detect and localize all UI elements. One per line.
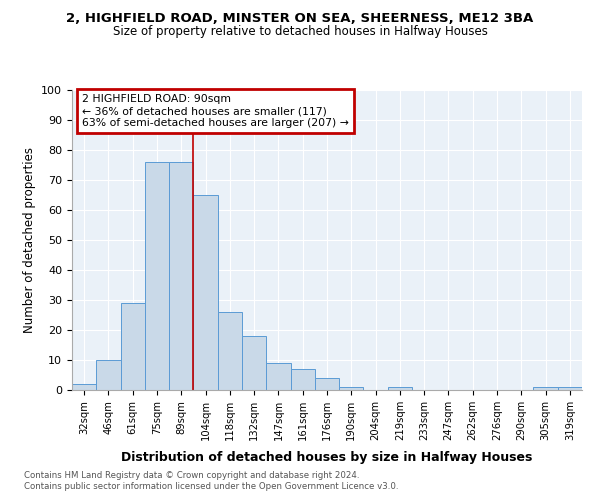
Text: Contains public sector information licensed under the Open Government Licence v3: Contains public sector information licen…: [24, 482, 398, 491]
Bar: [533, 387, 558, 390]
Bar: [121, 303, 145, 390]
Text: Distribution of detached houses by size in Halfway Houses: Distribution of detached houses by size …: [121, 451, 533, 464]
Y-axis label: Number of detached properties: Number of detached properties: [23, 147, 36, 333]
Bar: [96, 360, 121, 390]
Bar: [388, 387, 412, 390]
Text: 2 HIGHFIELD ROAD: 90sqm
← 36% of detached houses are smaller (117)
63% of semi-d: 2 HIGHFIELD ROAD: 90sqm ← 36% of detache…: [82, 94, 349, 128]
Bar: [290, 369, 315, 390]
Text: Size of property relative to detached houses in Halfway Houses: Size of property relative to detached ho…: [113, 25, 487, 38]
Bar: [242, 336, 266, 390]
Bar: [315, 378, 339, 390]
Bar: [339, 387, 364, 390]
Bar: [218, 312, 242, 390]
Bar: [145, 162, 169, 390]
Bar: [193, 195, 218, 390]
Bar: [266, 363, 290, 390]
Text: Contains HM Land Registry data © Crown copyright and database right 2024.: Contains HM Land Registry data © Crown c…: [24, 471, 359, 480]
Text: 2, HIGHFIELD ROAD, MINSTER ON SEA, SHEERNESS, ME12 3BA: 2, HIGHFIELD ROAD, MINSTER ON SEA, SHEER…: [67, 12, 533, 26]
Bar: [558, 387, 582, 390]
Bar: [169, 162, 193, 390]
Bar: [72, 384, 96, 390]
